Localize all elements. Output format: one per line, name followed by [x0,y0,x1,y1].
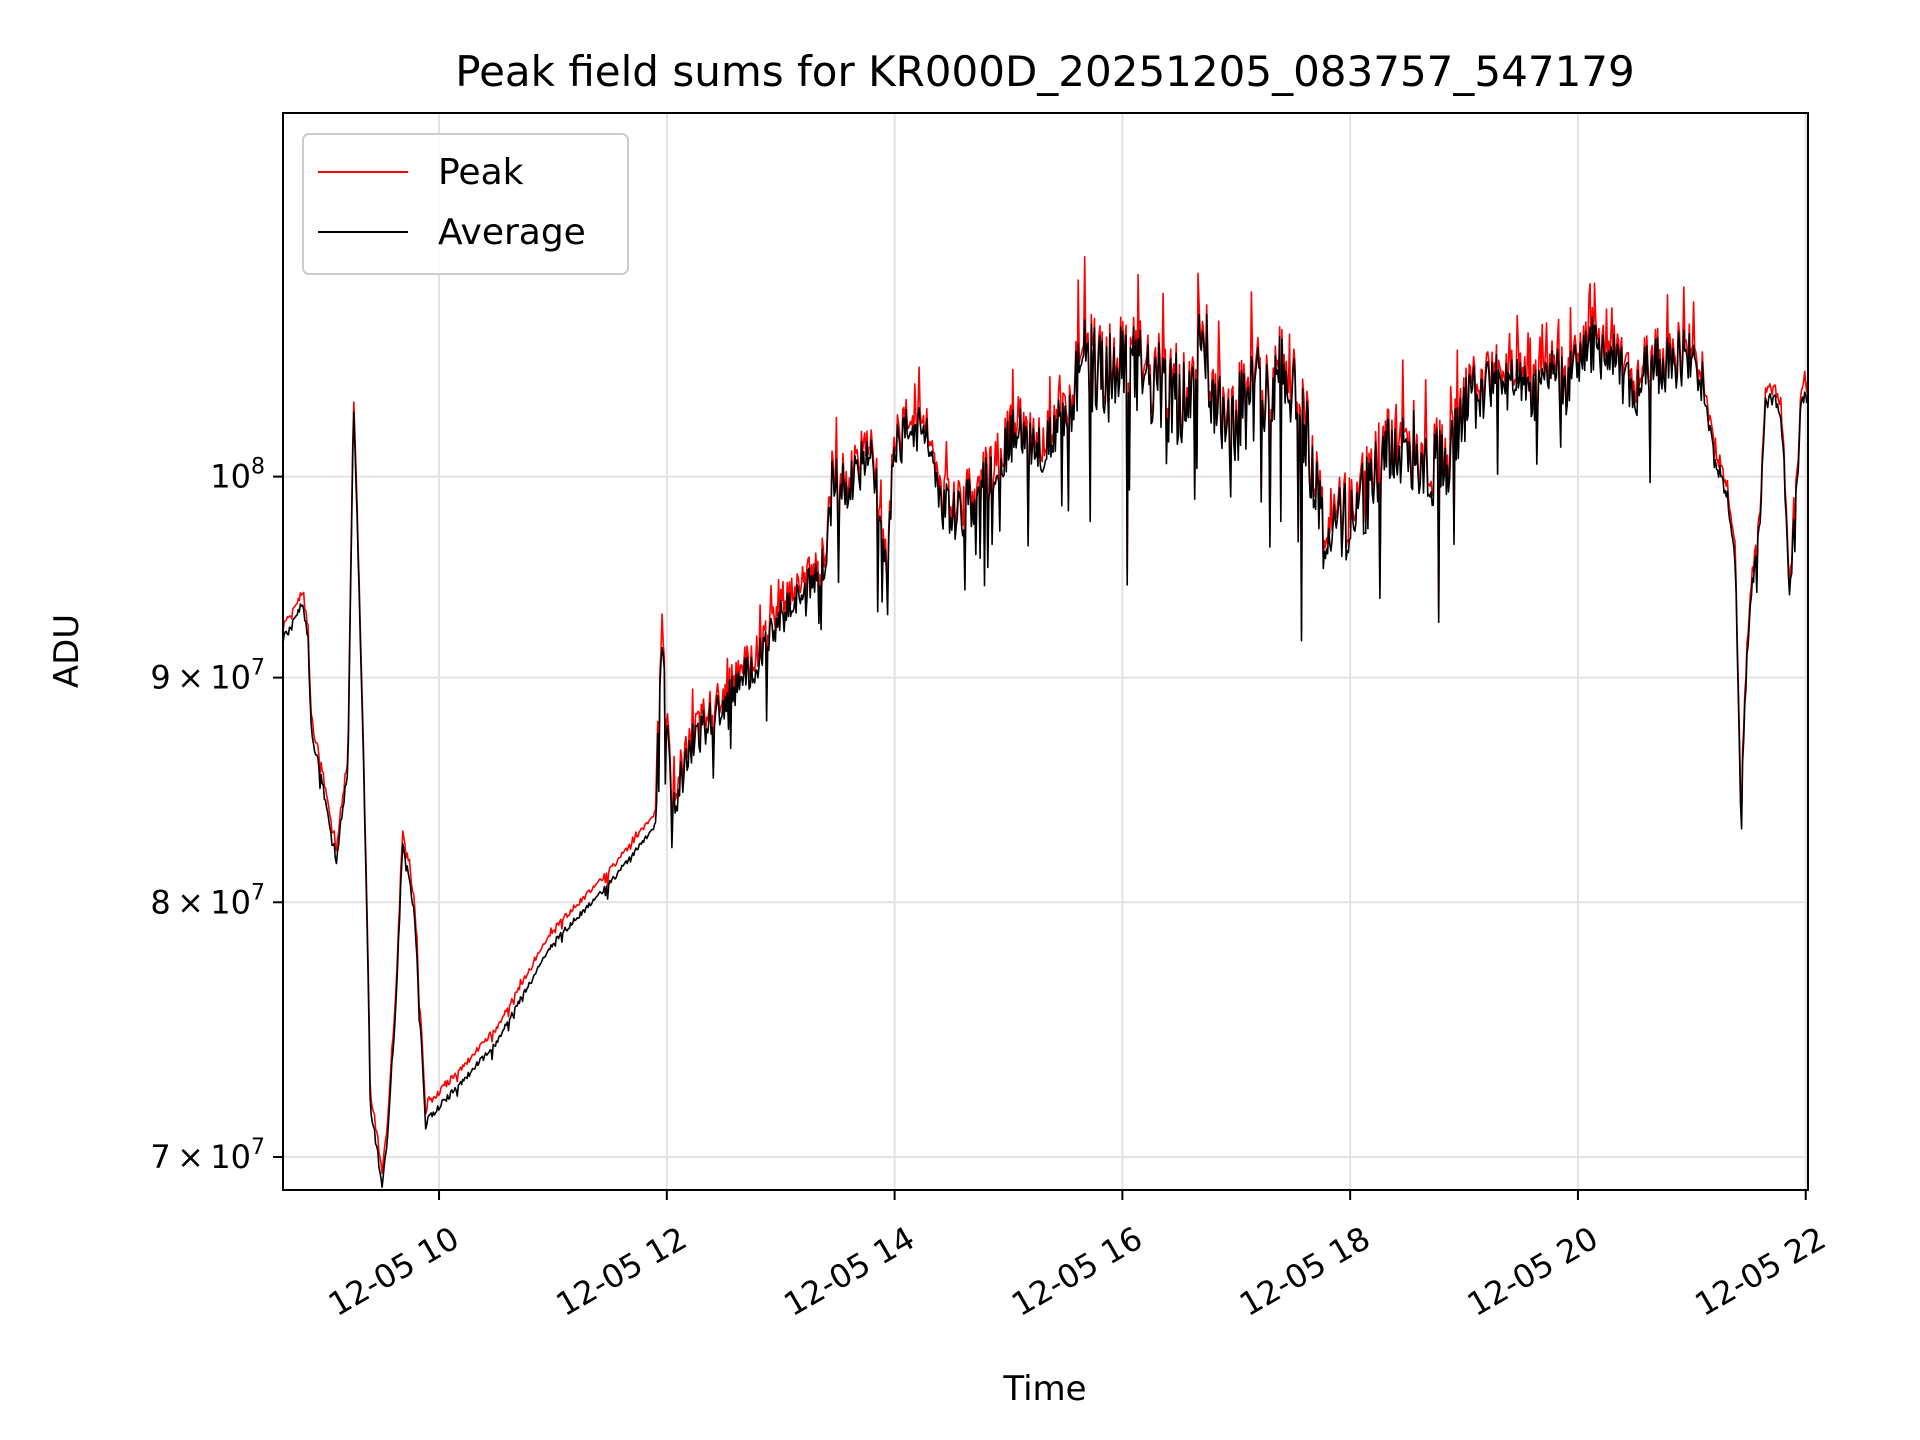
y-tick-label-0: 7 × 107 [150,1135,265,1176]
legend-frame [302,133,629,275]
plot-series [282,256,1809,1188]
y-tick-label-3: 108 [210,455,265,496]
grid [283,113,1808,1190]
series-line-peak [282,256,1809,1175]
y-tick-label-2: 9 × 107 [150,656,265,697]
legend-label-average: Average [438,212,586,253]
x-axis-title: Time [1002,1369,1086,1409]
series-line-average [282,313,1809,1188]
legend: Peak Average [302,133,629,275]
y-tick-label-1: 8 × 107 [150,880,265,921]
y-axis-ticks: 7 × 107 8 × 107 9 × 107 108 [150,455,283,1176]
y-axis-title: ADU [47,614,87,688]
chart-title: Peak field sums for KR000D_20251205_0837… [455,47,1634,96]
legend-label-peak: Peak [438,152,524,193]
plot-frame [282,112,1809,1191]
